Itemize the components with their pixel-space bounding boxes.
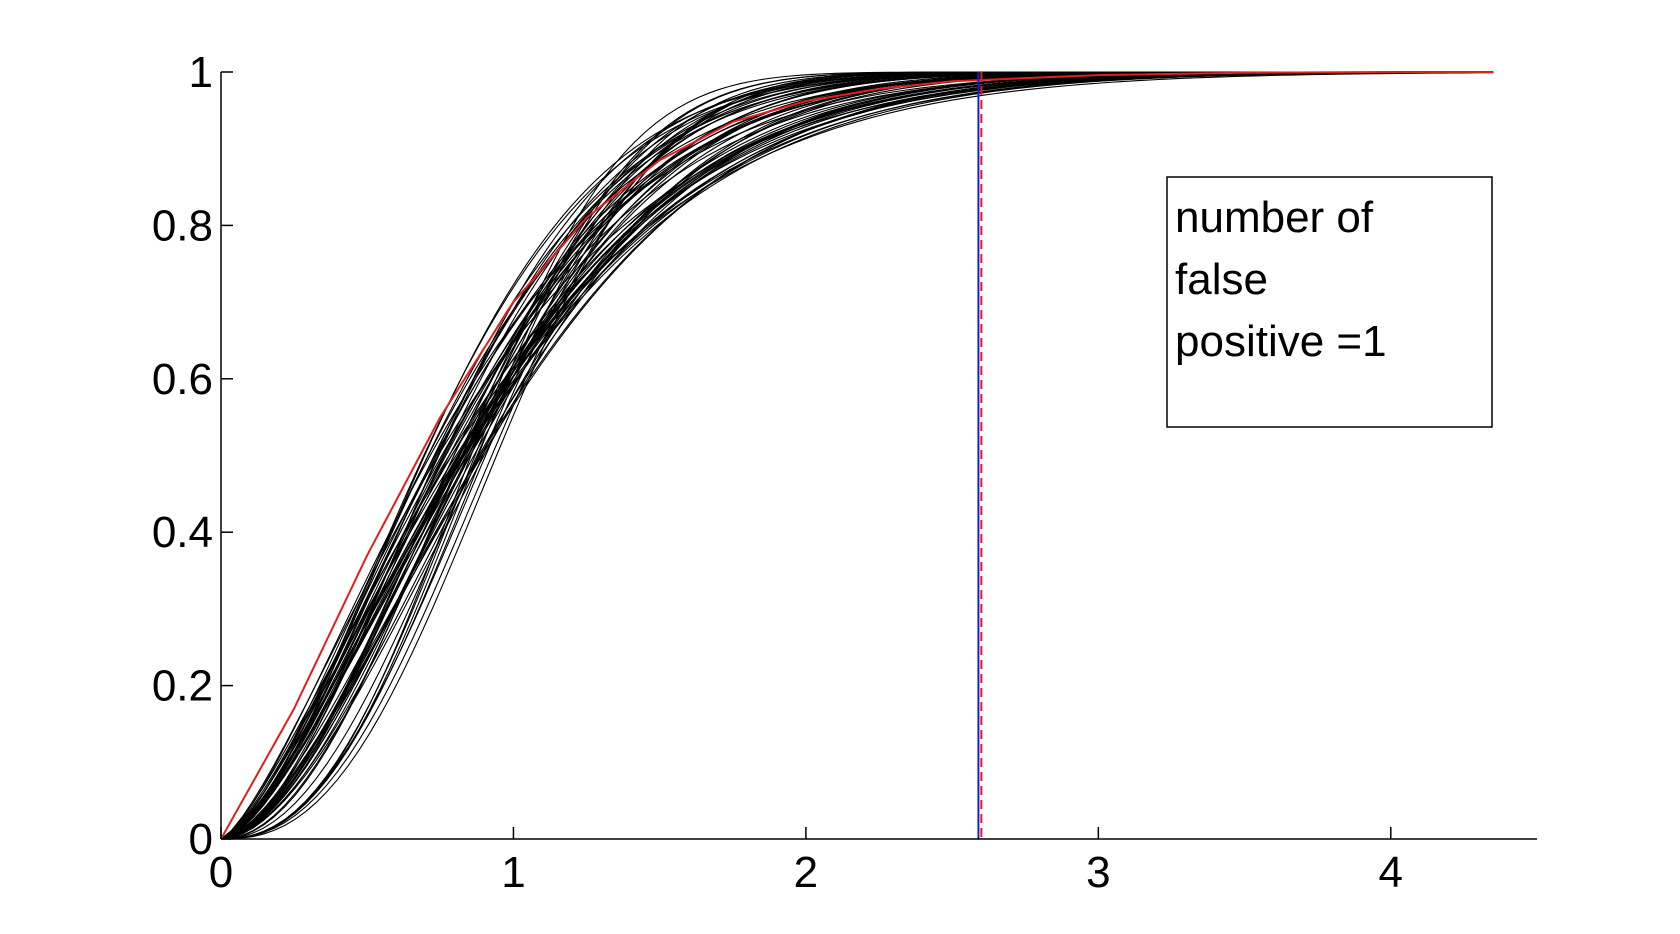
x-tick-label: 0 (209, 848, 233, 897)
y-tick-label: 0.8 (152, 201, 213, 250)
legend-line-1: number of (1175, 193, 1374, 242)
bundle-curve (220, 71, 1494, 840)
y-tick-label: 1 (189, 48, 213, 97)
threshold-lines (977, 72, 983, 839)
legend-frame (1166, 176, 1493, 428)
legend-line-3: positive =1 (1175, 317, 1387, 366)
x-tick-label: 3 (1086, 848, 1110, 897)
y-tick-label: 0.4 (152, 508, 213, 557)
y-tick-label: 0.6 (152, 355, 213, 404)
x-tick-label: 2 (794, 848, 818, 897)
axes: 0 1 2 3 4 0 0.2 0.4 0.6 0.8 1 (152, 48, 1537, 897)
legend-box: number of false positive =1 (1166, 176, 1493, 428)
series-curves (220, 71, 1494, 840)
y-tick-label: 0.2 (152, 662, 213, 711)
bundle-curve (220, 72, 1494, 840)
x-tick-label: 4 (1379, 848, 1403, 897)
x-tick-label: 1 (501, 848, 525, 897)
legend-line-2: false (1175, 255, 1268, 304)
y-tick-label: 0 (189, 815, 213, 864)
